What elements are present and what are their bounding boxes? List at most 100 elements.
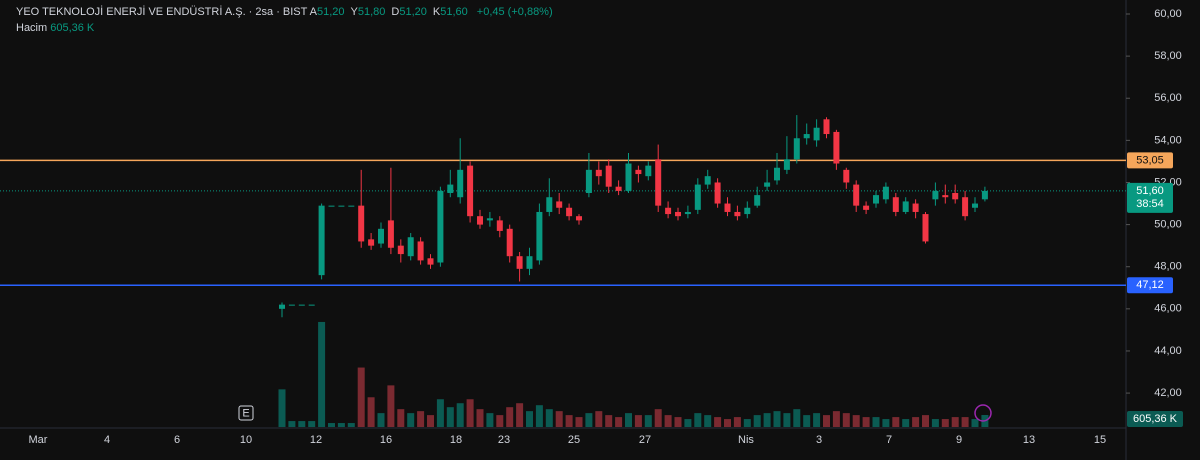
volume-bar — [664, 415, 672, 427]
volume-bar — [397, 409, 405, 427]
volume-bar — [743, 419, 751, 427]
volume-bar — [813, 413, 821, 427]
candle-body — [972, 203, 978, 208]
candle-body — [605, 165, 612, 187]
candle-body — [308, 304, 315, 306]
candle-body — [437, 190, 444, 263]
volume-bar — [694, 413, 702, 427]
volume-bar — [565, 415, 573, 427]
header-line: YEO TEKNOLOJİ ENERJİ VE ENDÜSTRİ A.Ş. · … — [16, 4, 553, 20]
volume-bar — [357, 367, 365, 427]
candle-body — [585, 169, 592, 194]
candle-body — [516, 256, 523, 269]
volume-bar — [951, 417, 959, 427]
candle-body — [397, 245, 404, 255]
candle-body — [813, 127, 820, 141]
candle-body — [912, 203, 919, 212]
volume-bar — [634, 415, 642, 427]
volume-bar — [922, 415, 929, 427]
volume-bar — [278, 389, 286, 427]
candle-body — [457, 169, 464, 198]
candle-body — [922, 214, 929, 242]
event-icon — [974, 404, 992, 422]
y-tick-label: 56,00 — [1154, 92, 1182, 104]
candle-body — [803, 134, 810, 139]
candle-body — [318, 205, 325, 276]
volume-bar — [407, 413, 415, 427]
volume-bar — [773, 411, 781, 427]
candle-body — [496, 220, 503, 231]
volume-bar — [605, 415, 613, 427]
y-tick-label: 54,00 — [1154, 134, 1182, 146]
candle-body — [417, 241, 424, 261]
ohlc: A51,20 Y51,80 D51,20 K51,60 — [310, 6, 474, 18]
x-tick-label: 27 — [639, 434, 651, 446]
candle-body — [783, 159, 790, 170]
x-tick-label: 3 — [816, 434, 822, 446]
candle-body — [477, 216, 483, 225]
volume-bar — [555, 411, 563, 427]
volume-bar — [585, 413, 593, 427]
candle-body — [595, 169, 602, 177]
candle-body — [635, 169, 642, 175]
volume-bar — [526, 411, 533, 427]
candle-body — [526, 256, 533, 269]
volume-bar — [971, 419, 979, 427]
ohlc-value: 51,20 — [399, 6, 427, 18]
ohlc-value: 51,60 — [440, 6, 468, 18]
candle-body — [843, 169, 850, 183]
x-tick-label: 12 — [310, 434, 322, 446]
y-tick-label: 58,00 — [1154, 50, 1182, 62]
earnings-box — [238, 405, 254, 421]
volume-bar — [436, 399, 444, 427]
candle-body — [358, 205, 365, 242]
volume-line: Hacim 605,36 K — [16, 20, 553, 36]
y-tick-label: 44,00 — [1154, 345, 1182, 357]
volume-bar — [417, 411, 425, 427]
candle-body — [902, 201, 909, 212]
volume-bar — [476, 409, 484, 427]
candle-body — [279, 304, 285, 309]
candle-body — [694, 184, 701, 210]
candle-body — [714, 182, 721, 204]
candle-body — [506, 228, 513, 257]
candle-body — [684, 211, 691, 215]
volume-bar — [486, 413, 494, 427]
volume-bar — [615, 417, 623, 427]
candle-body — [576, 216, 582, 221]
volume-bar — [377, 413, 385, 427]
volume-bar — [674, 417, 682, 427]
ohlc-key: K — [432, 6, 441, 18]
last-price-tag — [1127, 182, 1173, 213]
level-tag — [1127, 277, 1173, 294]
volume-title: Hacim — [16, 22, 48, 34]
volume-bar — [545, 409, 553, 427]
candle-body — [645, 165, 652, 177]
level-label: 47,12 — [1136, 279, 1164, 291]
y-tick-label: 42,00 — [1154, 387, 1182, 399]
candle-body — [615, 186, 622, 191]
volume-bar — [337, 423, 345, 427]
candle-body — [774, 167, 780, 181]
earnings-label: E — [242, 407, 249, 419]
volume-bar — [387, 385, 395, 427]
volume-bar — [298, 421, 306, 427]
level-label: 53,05 — [1136, 154, 1164, 166]
candle-body — [368, 239, 375, 246]
volume-bar — [902, 419, 910, 427]
x-tick-label: 16 — [380, 434, 392, 446]
candle-body — [387, 220, 394, 248]
candle-body — [704, 176, 711, 185]
volume-bar — [704, 415, 712, 427]
x-tick-label: 7 — [886, 434, 892, 446]
candle-body — [625, 163, 632, 191]
x-tick-label: 10 — [240, 434, 252, 446]
volume-bar — [347, 423, 355, 427]
volume-bar — [466, 399, 474, 427]
x-tick-label: 23 — [498, 434, 510, 446]
candle-body — [981, 190, 988, 200]
candle-body — [952, 193, 959, 200]
ohlc-key: D — [391, 6, 400, 18]
volume-tag-label: 605,36 K — [1133, 413, 1178, 425]
